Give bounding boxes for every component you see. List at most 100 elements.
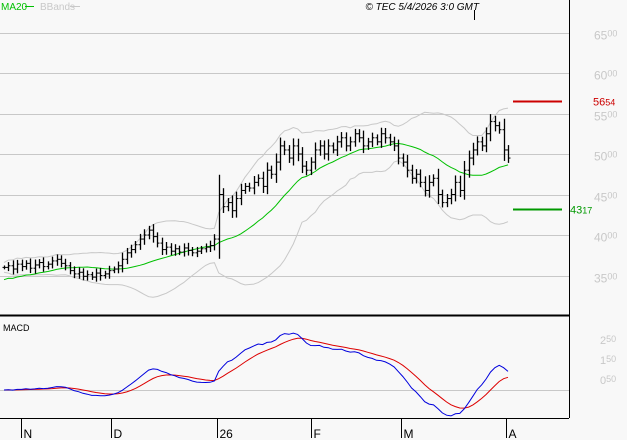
price-bar bbox=[173, 244, 178, 256]
price-bar bbox=[318, 140, 323, 156]
price-bar bbox=[212, 234, 217, 251]
price-bar bbox=[160, 237, 165, 256]
price-bar bbox=[55, 254, 60, 266]
tick-major: 1 bbox=[600, 355, 606, 367]
bband-upper bbox=[3, 107, 509, 263]
price-bar bbox=[278, 137, 283, 171]
price-bar bbox=[331, 142, 336, 154]
time-tick-label: F bbox=[314, 427, 321, 440]
price-bar bbox=[20, 259, 25, 272]
price-bar bbox=[33, 259, 38, 274]
price-bar bbox=[199, 245, 204, 255]
price-bar bbox=[431, 174, 436, 187]
price-bar bbox=[379, 127, 384, 148]
price-bar bbox=[129, 244, 134, 258]
price-bar bbox=[361, 130, 366, 154]
price-bar bbox=[221, 188, 226, 213]
macd-tick-label: 050 bbox=[600, 374, 616, 387]
price-bar bbox=[396, 139, 401, 165]
price-bar bbox=[98, 267, 103, 281]
price-bar bbox=[423, 176, 428, 197]
copyright-timestamp: © TEC 5/4/2026 3:0 GMT bbox=[365, 2, 479, 13]
price-bar bbox=[24, 260, 29, 270]
price-bar bbox=[304, 160, 309, 176]
price-bar bbox=[59, 255, 64, 268]
macd-tick-label: 150 bbox=[600, 354, 616, 367]
tick-minor: 50 bbox=[606, 374, 616, 384]
price-bar bbox=[471, 142, 476, 166]
bollinger-bands bbox=[3, 107, 509, 298]
tick-minor: 00 bbox=[607, 150, 617, 160]
price-bar bbox=[50, 256, 55, 269]
level-minor: 17 bbox=[582, 206, 592, 216]
price-bar bbox=[445, 193, 450, 208]
price-bar bbox=[11, 260, 16, 275]
price-bar bbox=[265, 162, 270, 195]
price-bar bbox=[68, 262, 73, 275]
price-bar bbox=[186, 242, 191, 256]
price-bar bbox=[427, 175, 432, 198]
price-bar bbox=[282, 140, 287, 156]
price-bar bbox=[370, 132, 375, 148]
price-bar bbox=[15, 259, 20, 274]
price-bar bbox=[401, 153, 406, 167]
price-bar bbox=[182, 243, 187, 257]
price-bar bbox=[195, 246, 200, 258]
price-bar bbox=[142, 229, 147, 245]
tick-major: 40 bbox=[594, 231, 608, 245]
level-label: 4317 bbox=[570, 205, 592, 217]
price-bar bbox=[169, 243, 174, 256]
tick-major: 35 bbox=[594, 272, 608, 286]
price-bar bbox=[234, 191, 239, 218]
price-bar bbox=[81, 268, 86, 281]
price-bar bbox=[502, 118, 507, 161]
price-bar bbox=[449, 188, 454, 205]
price-bar bbox=[300, 147, 305, 174]
price-bar bbox=[353, 128, 358, 147]
price-bar bbox=[120, 252, 125, 273]
price-bars bbox=[2, 114, 511, 282]
price-bar bbox=[436, 168, 441, 205]
tick-minor: 50 bbox=[606, 334, 616, 344]
ma20-path bbox=[3, 142, 509, 281]
price-bar bbox=[147, 225, 152, 240]
price-bar bbox=[77, 267, 82, 279]
price-bar bbox=[226, 198, 231, 212]
level-major: 56 bbox=[593, 97, 605, 109]
price-bar bbox=[85, 270, 90, 281]
price-bar bbox=[392, 136, 397, 152]
level-label: 5654 bbox=[593, 97, 615, 109]
price-bar bbox=[480, 136, 485, 152]
price-bar bbox=[63, 258, 68, 271]
price-bar bbox=[46, 261, 51, 270]
tick-major: 45 bbox=[594, 191, 608, 205]
price-bar bbox=[440, 189, 445, 208]
price-tick-label: 3500 bbox=[594, 272, 617, 286]
price-bar bbox=[410, 164, 415, 184]
price-bar bbox=[208, 240, 213, 253]
price-bar bbox=[164, 241, 169, 255]
price-bar bbox=[348, 136, 353, 152]
price-bar bbox=[322, 140, 327, 160]
price-tick-label: 6000 bbox=[594, 69, 617, 83]
price-bar bbox=[151, 224, 156, 243]
tick-minor: 00 bbox=[607, 69, 617, 79]
price-bar bbox=[296, 138, 301, 162]
tick-minor: 00 bbox=[607, 29, 617, 39]
price-bar bbox=[339, 132, 344, 148]
price-bar bbox=[177, 245, 182, 256]
price-bar bbox=[243, 182, 248, 194]
price-bar bbox=[239, 183, 244, 206]
price-bar bbox=[335, 135, 340, 156]
price-tick-label: 6500 bbox=[594, 29, 617, 43]
time-tick-label: N bbox=[24, 427, 33, 440]
price-bar bbox=[366, 137, 371, 150]
macd-tick-label: 250 bbox=[600, 334, 616, 347]
tick-minor: 00 bbox=[607, 272, 617, 282]
tick-major: 65 bbox=[594, 29, 608, 43]
price-bar bbox=[133, 241, 138, 254]
price-bar bbox=[261, 171, 266, 194]
